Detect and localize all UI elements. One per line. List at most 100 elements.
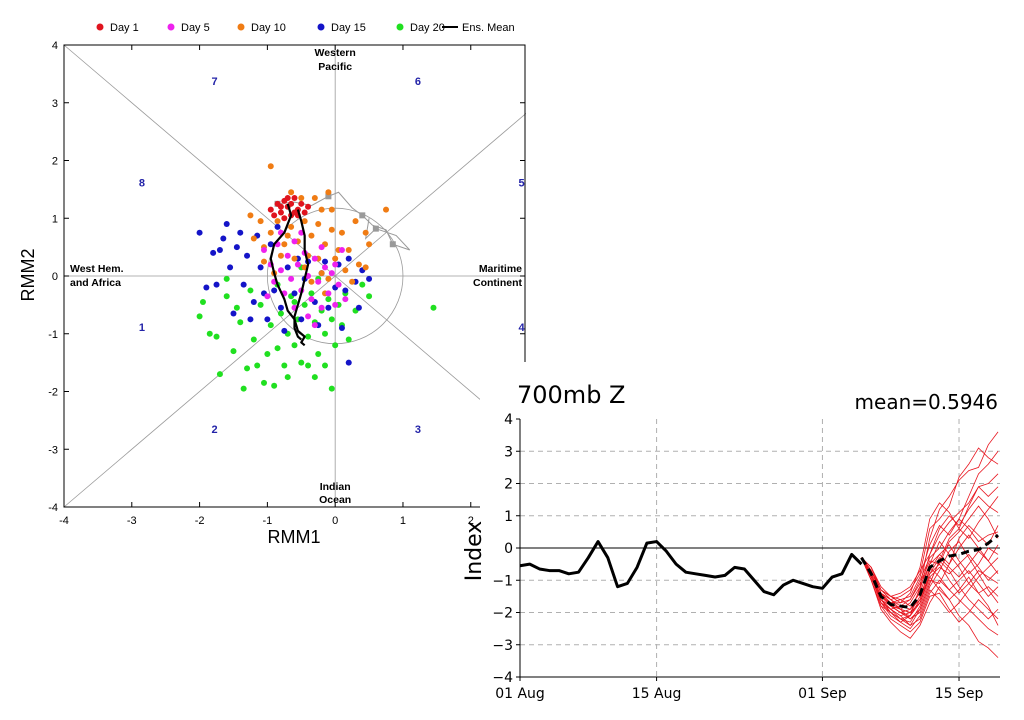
day-15-point [284, 264, 291, 271]
day-20-point [430, 304, 437, 311]
day-5-point [305, 313, 312, 320]
day-10-point [311, 195, 318, 202]
day-15-point [264, 316, 271, 323]
day-10-point [318, 206, 325, 213]
day-5-point [328, 270, 335, 277]
observed-path [519, 540, 863, 597]
day-10-point [250, 235, 257, 242]
ensemble-points [196, 163, 437, 392]
legend-label: Day 15 [331, 22, 366, 34]
day-15-point [281, 327, 288, 334]
y-tick-label: 1 [504, 509, 513, 525]
y-axis-label: RMM2 [18, 249, 38, 302]
y-tick-label: 0 [52, 271, 58, 283]
day-15-point [271, 287, 278, 294]
day-5-point [288, 275, 295, 282]
day-15-point [227, 264, 234, 271]
day-10-point [288, 223, 295, 230]
day-10-point [291, 255, 298, 262]
y-tick-label: −2 [492, 606, 513, 622]
index-timeseries: 700mb Z mean=0.5946 4 3 2 1 0 −1 −2 −3 −401 Aug 1… [462, 362, 1024, 720]
day-15-point [322, 258, 329, 265]
legend-swatch [167, 23, 175, 31]
day-5-point [308, 296, 315, 303]
day-20-point [308, 290, 315, 297]
day-20-point [332, 342, 339, 349]
day-20-point [311, 374, 318, 381]
day-20-point [196, 313, 203, 320]
day-20-point [247, 287, 254, 294]
y-tick-label: 2 [52, 156, 58, 168]
y-axis-label: Index [462, 521, 487, 582]
region-label-bottom: Indian [320, 481, 351, 493]
day-20-point [267, 322, 274, 329]
day-20-point [328, 316, 335, 323]
day-20-point [284, 374, 291, 381]
day-10-point [355, 261, 362, 268]
day-20-point [230, 348, 237, 355]
inset-panel [480, 362, 1024, 720]
legend-label: Ens. Mean [462, 22, 515, 34]
day-5-point [291, 238, 298, 245]
member-line [861, 524, 999, 623]
day-20-point [366, 293, 373, 300]
day-1-point [271, 212, 278, 219]
region-label-right: Continent [473, 277, 522, 289]
day-10-point [274, 218, 281, 225]
day-20-point [213, 333, 220, 340]
day-20-point [244, 365, 251, 372]
legend-swatch [237, 23, 245, 31]
day-20-point [359, 281, 366, 288]
day-15-point [233, 244, 240, 251]
member-line [861, 557, 999, 658]
member-line [861, 557, 999, 620]
day-10-point [318, 270, 325, 277]
ens-mean-path [293, 209, 310, 341]
member-line [861, 557, 999, 626]
day-20-point [216, 371, 223, 378]
phase-label: 1 [139, 322, 145, 334]
day-20-point [325, 296, 332, 303]
region-label-left: and Africa [70, 277, 121, 289]
day-20-point [206, 330, 213, 337]
observed-marker [372, 225, 379, 232]
chart-title: 700mb Z [517, 381, 626, 409]
day-15-point [196, 229, 203, 236]
phase-label: 7 [211, 76, 217, 88]
day-10-point [362, 264, 369, 271]
day-10-point [260, 258, 267, 265]
phase-label: 6 [415, 76, 421, 88]
day-5-point [342, 296, 349, 303]
day-15-point [213, 281, 220, 288]
day-15-point [366, 275, 373, 282]
day-5-point [335, 281, 342, 288]
day-20-point [322, 362, 329, 369]
day-10-point [383, 206, 390, 213]
ensemble-mean-track [269, 203, 310, 347]
ensemble-mean-path [860, 533, 1000, 610]
day-15-point [230, 310, 237, 317]
day-1-point [305, 203, 312, 210]
day-10-point [288, 189, 295, 196]
member-line [861, 431, 999, 623]
day-20-point [199, 298, 206, 305]
day-15-point [244, 252, 251, 259]
day-10-point [352, 218, 359, 225]
member-line [861, 518, 999, 610]
ensemble-mean-line [860, 533, 1000, 610]
phase-boundaries [63, 0, 1024, 508]
region-label-top: Pacific [318, 61, 352, 73]
day-15-point [274, 223, 281, 230]
day-5-point [260, 247, 267, 254]
day-10-point [267, 163, 274, 170]
day-5-point [332, 261, 339, 268]
y-tick-label: -2 [48, 387, 58, 399]
observed-path [277, 191, 411, 251]
day-20-point [277, 310, 284, 317]
day-5-point [318, 244, 325, 251]
day-15-point [237, 229, 244, 236]
member-line [861, 557, 999, 633]
y-tick-label: -3 [48, 444, 58, 456]
legend-swatch [317, 23, 325, 31]
